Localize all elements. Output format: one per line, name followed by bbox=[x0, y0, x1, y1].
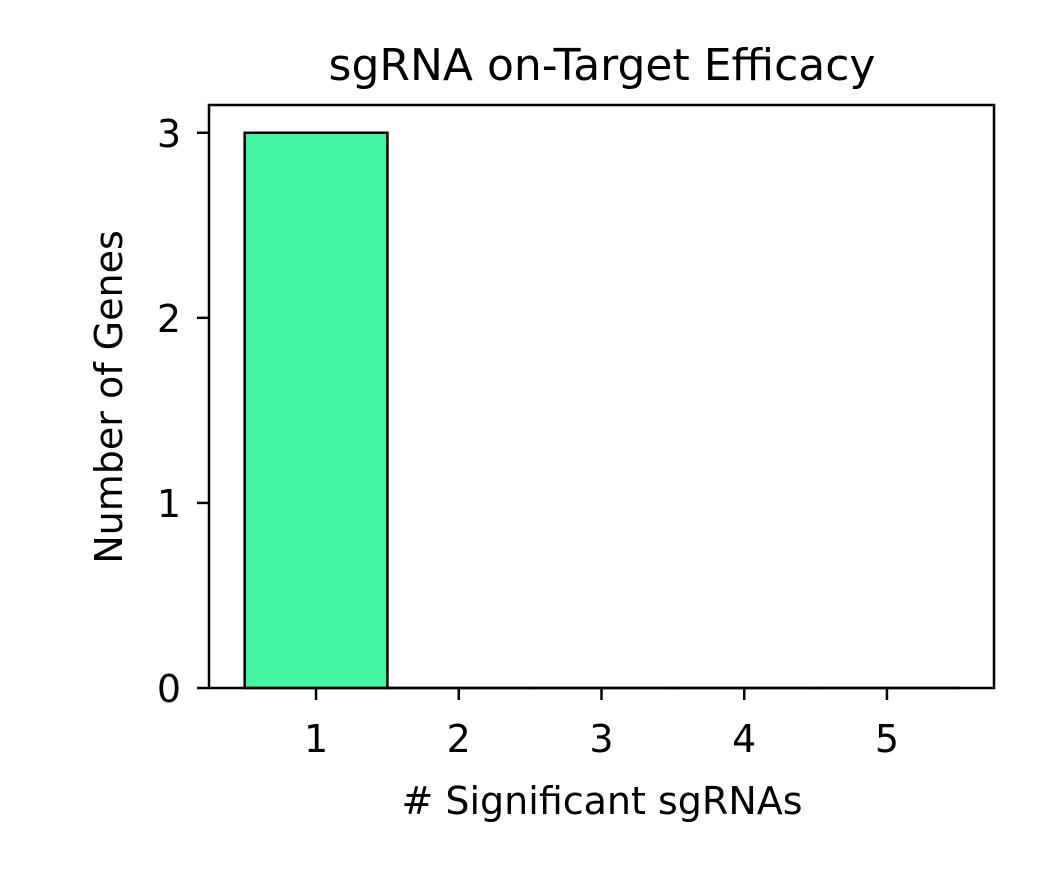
y-tick-label-3: 3 bbox=[157, 112, 181, 156]
x-tick-label-1: 1 bbox=[304, 717, 328, 761]
x-axis-label: # Significant sgRNAs bbox=[401, 779, 802, 823]
y-tick-label-2: 2 bbox=[157, 297, 181, 341]
y-tick-label-0: 0 bbox=[157, 667, 181, 711]
plot-frame bbox=[207, 103, 996, 690]
bars-layer bbox=[243, 131, 960, 690]
y-axis-label: Number of Genes bbox=[87, 230, 131, 564]
x-tick-label-5: 5 bbox=[875, 717, 899, 761]
x-tick-label-3: 3 bbox=[589, 717, 613, 761]
x-tick-label-2: 2 bbox=[447, 717, 471, 761]
chart-title: sgRNA on-Target Efficacy bbox=[329, 40, 876, 91]
bar-1 bbox=[243, 131, 389, 690]
x-tick-label-4: 4 bbox=[732, 717, 756, 761]
y-tick-label-1: 1 bbox=[157, 482, 181, 526]
ticks-layer: 1 2 3 4 5 0 1 2 3 bbox=[157, 112, 899, 761]
